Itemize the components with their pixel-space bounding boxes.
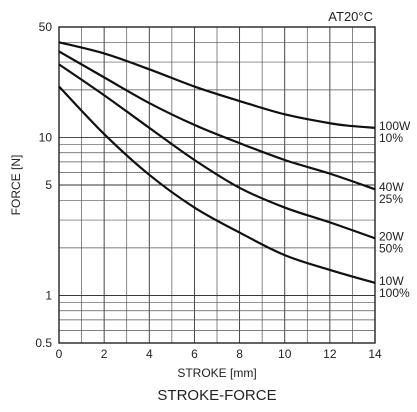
temperature-annotation: AT20°C — [328, 9, 373, 24]
series-label-3-line-1: 100% — [379, 286, 410, 300]
y-tick-labels: 50 10 5 1 0.5 — [35, 20, 52, 350]
series-line-0 — [58, 41, 376, 129]
series-label-2-line-1: 50% — [379, 241, 403, 255]
series-line-2 — [58, 63, 376, 240]
series-line-1 — [58, 50, 376, 191]
plot-frame — [58, 26, 376, 344]
y-tick-label: 1 — [45, 288, 52, 302]
series-label-0-line-1: 10% — [379, 131, 403, 145]
y-axis-label: FORCE [N] — [9, 155, 23, 216]
series-label-1-line-1: 25% — [379, 192, 403, 206]
y-tick-label: 0.5 — [35, 336, 52, 350]
x-tick-label: 8 — [236, 347, 243, 361]
x-tick-label: 4 — [146, 347, 153, 361]
y-tick-label: 5 — [45, 178, 52, 192]
x-tick-label: 10 — [278, 347, 292, 361]
y-tick-label: 10 — [39, 130, 53, 144]
series-label-2-line-0: 20W — [379, 229, 404, 243]
x-tick-label: 2 — [101, 347, 108, 361]
series-label-3-line-0: 10W — [379, 274, 404, 288]
x-tick-label: 6 — [191, 347, 198, 361]
x-axis-label: STROKE [mm] — [177, 366, 256, 380]
x-tick-label: 12 — [323, 347, 337, 361]
x-tick-label: 0 — [56, 347, 63, 361]
grid — [59, 27, 375, 343]
series-line-3 — [58, 85, 376, 284]
series-label-0-line-0: 100W — [379, 119, 411, 133]
y-tick-label: 50 — [39, 20, 53, 34]
curves — [58, 41, 376, 284]
series-label-1-line-0: 40W — [379, 180, 404, 194]
chart-title: STROKE-FORCE — [157, 387, 276, 404]
x-tick-labels: 0 2 4 6 8 10 12 14 — [56, 347, 382, 361]
x-tick-label: 14 — [368, 347, 382, 361]
